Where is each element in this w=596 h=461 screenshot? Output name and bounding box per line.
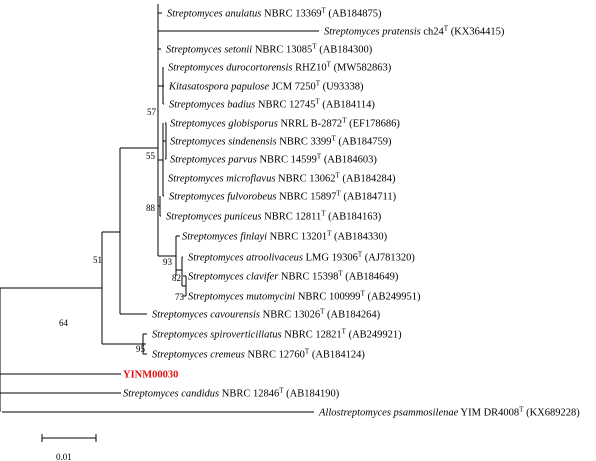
taxon-label: Streptomyces anulatus NBRC 13369T (AB184… (167, 7, 382, 20)
bootstrap-value: 55 (146, 151, 156, 161)
taxon-label: Streptomyces parvus NBRC 14599T (AB18460… (170, 153, 377, 166)
taxon-label: Streptomyces durocortorensis RHZ10T (MW5… (168, 61, 392, 74)
taxon-label: Streptomyces fulvorobeus NBRC 15897T (AB… (169, 190, 397, 203)
bootstrap-value: 51 (93, 255, 102, 265)
scale-bar-label: 0.01 (56, 452, 72, 461)
bootstrap-value: 73 (175, 292, 185, 302)
bootstrap-value: 95 (136, 344, 146, 354)
tree-branches (0, 4, 319, 413)
taxon-label: Streptomyces spiroverticillatus NBRC 128… (152, 328, 402, 341)
taxon-label: Streptomyces finlayi NBRC 13201T (AB1843… (182, 230, 388, 243)
taxon-label: Kitasatospora papulose JCM 7250T (U93338… (168, 80, 364, 93)
bootstrap-value: 57 (147, 107, 157, 117)
taxon-label: Streptomyces cavourensis NBRC 13026T (AB… (152, 308, 381, 321)
taxon-label: Streptomyces globisporus NRRL B-2872T (E… (170, 117, 400, 130)
bootstrap-value: 93 (163, 257, 173, 267)
highlighted-strain-label: YINM00030 (123, 370, 178, 381)
scale-bar: 0.01 (41, 434, 97, 461)
taxon-label: Streptomyces setonii NBRC 13085T (AB1843… (166, 43, 373, 56)
bootstrap-value: 82 (172, 273, 181, 283)
taxon-label: Streptomyces cremeus NBRC 12760T (AB1841… (152, 348, 365, 361)
bootstrap-values: 57 55 88 93 82 73 51 64 95 (59, 107, 185, 354)
taxon-label: Streptomyces clavifer NBRC 15398T (AB184… (188, 270, 399, 283)
taxon-label: Streptomyces microflavus NBRC 13062T (AB… (168, 172, 396, 185)
taxon-label: Streptomyces atroolivaceus LMG 19306T (A… (188, 251, 415, 264)
taxon-label: Streptomyces candidus NBRC 12846T (AB184… (123, 387, 340, 400)
bootstrap-value: 88 (146, 203, 156, 213)
taxon-label: Streptomyces puniceus NBRC 12811T (AB184… (166, 210, 382, 223)
taxon-label: Streptomyces pratensis ch24T (KX364415) (324, 25, 505, 38)
bootstrap-value: 64 (59, 318, 69, 328)
taxon-labels: Streptomyces anulatus NBRC 13369T (AB184… (123, 7, 580, 419)
taxon-label: Streptomyces sindenensis NBRC 3399T (AB1… (170, 135, 392, 148)
taxon-label: Streptomyces badius NBRC 12745T (AB18411… (169, 98, 375, 111)
taxon-label: Streptomyces mutomycini NBRC 100999T (AB… (188, 290, 421, 303)
taxon-label: Allostreptomyces psammosilenae YIM DR400… (318, 406, 580, 419)
